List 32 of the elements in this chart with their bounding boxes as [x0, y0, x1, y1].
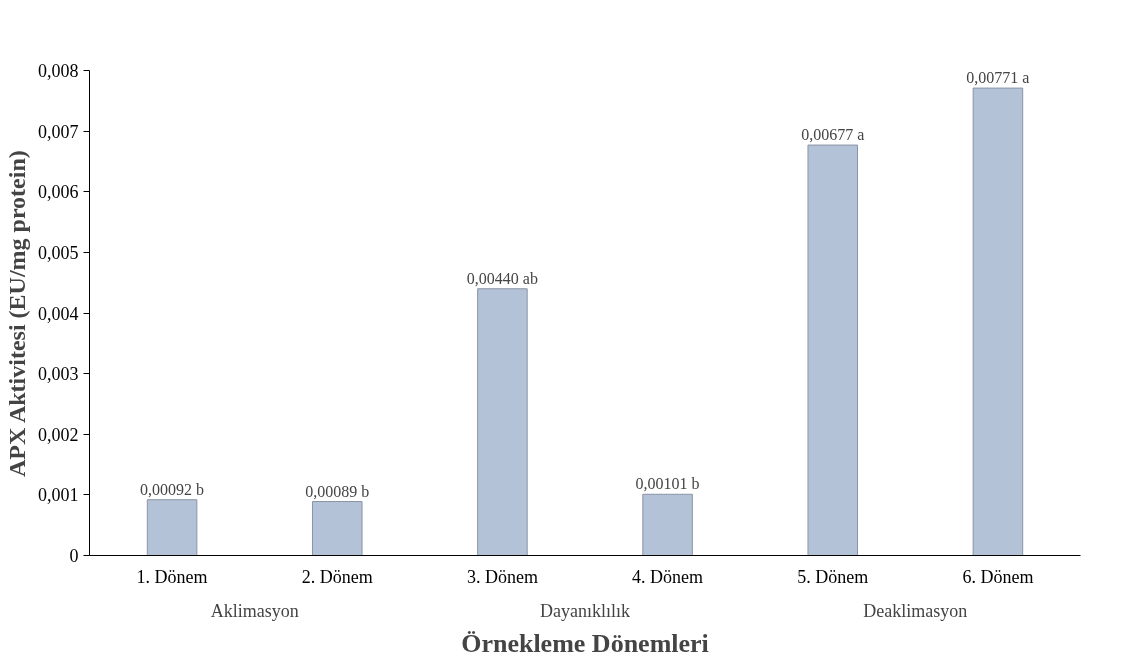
x-tick-label: 4. Dönem	[632, 566, 704, 587]
y-tick-label: 0,004	[38, 303, 79, 324]
bar	[972, 87, 1024, 556]
y-axis-title: APX Aktivitesi (EU/mg protein)	[4, 150, 30, 478]
data-label: 0,00440 ab	[466, 269, 538, 287]
bar	[642, 493, 693, 556]
x-tick-label: 2. Dönem	[301, 566, 373, 587]
data-label: 0,00771 a	[966, 69, 1030, 87]
x-tick-label: 1. Dönem	[136, 566, 208, 587]
x-axis-title: Örnekleme Dönemleri	[461, 628, 709, 658]
bar	[807, 144, 859, 556]
bar	[477, 288, 528, 556]
data-label: 0,00092 b	[140, 480, 205, 498]
x-tick-label: 5. Dönem	[797, 566, 869, 587]
text: Dayanıklılık	[540, 600, 630, 621]
bar	[311, 501, 363, 556]
bar	[146, 499, 198, 556]
y-tick-label: 0,001	[38, 485, 79, 506]
y-tick-label: 0,002	[38, 424, 79, 445]
x-tick-label: 6. Dönem	[962, 566, 1034, 587]
data-label: 0,00101 b	[635, 475, 700, 493]
text: Deaklimasyon	[863, 600, 968, 621]
x-tick-label: 3. Dönem	[466, 566, 538, 587]
y-tick-label: 0	[69, 546, 79, 566]
y-tick-label: 0,008	[38, 61, 79, 81]
text: Aklimasyon	[210, 600, 299, 621]
data-label: 0,00677 a	[801, 126, 865, 144]
y-tick-label: 0,005	[38, 242, 79, 263]
y-tick-label: 0,006	[38, 182, 79, 203]
y-tick-label: 0,003	[38, 364, 79, 385]
y-tick-label: 0,007	[38, 121, 79, 142]
data-label: 0,00089 b	[305, 482, 370, 500]
